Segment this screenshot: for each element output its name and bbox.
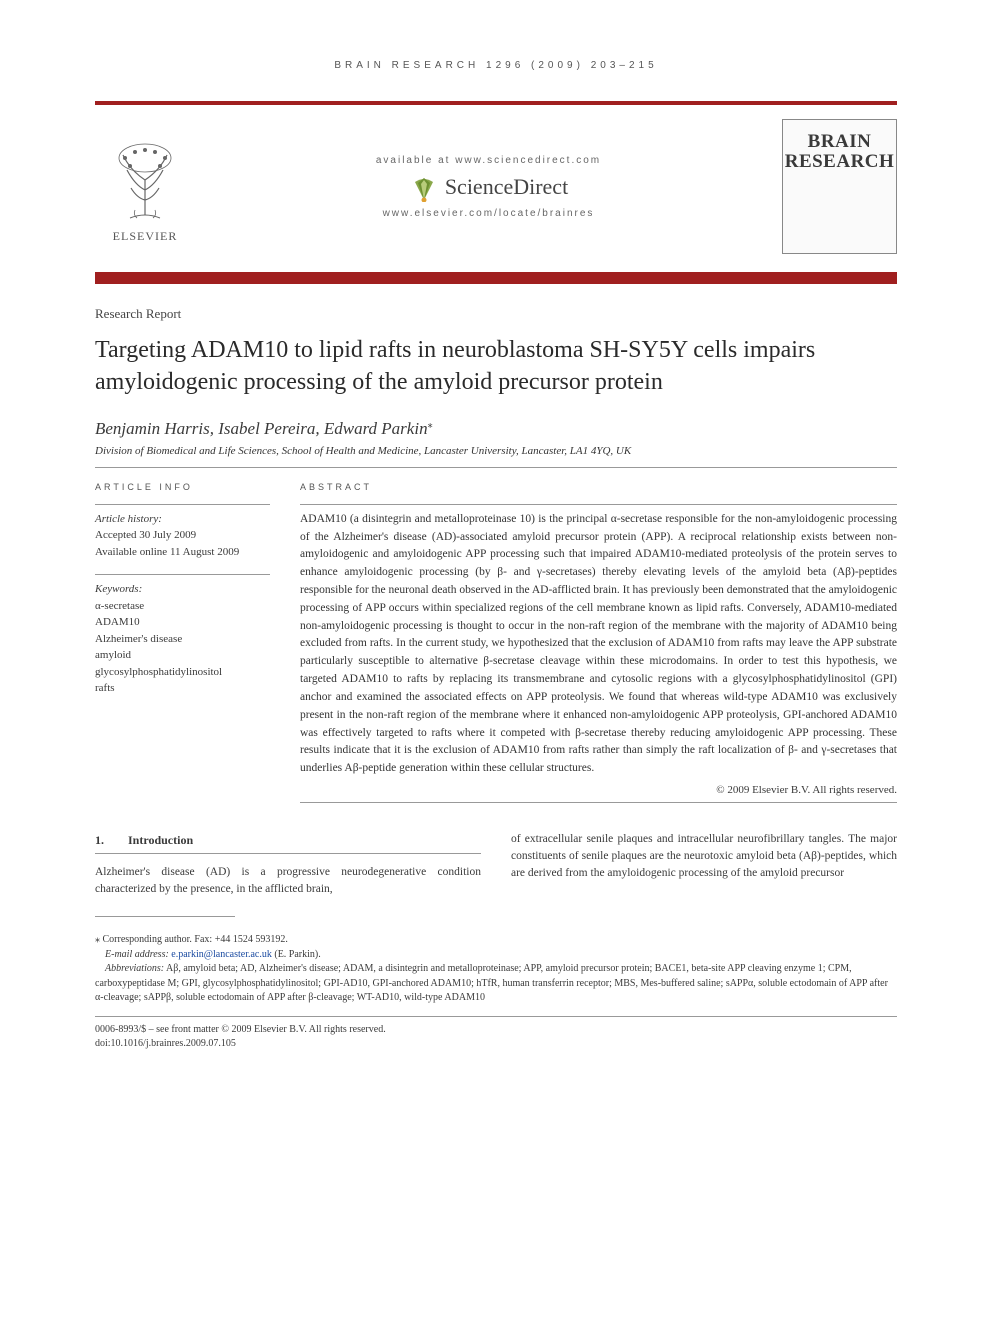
publisher-name: ELSEVIER	[113, 229, 178, 244]
body-column-left: 1. Introduction Alzheimer's disease (AD)…	[95, 831, 481, 899]
abstract-bottom-divider	[300, 802, 897, 803]
running-header: BRAIN RESEARCH 1296 (2009) 203–215	[95, 60, 897, 71]
email-line: E-mail address: e.parkin@lancaster.ac.uk…	[95, 948, 897, 963]
keywords-block: Keywords: α-secretase ADAM10 Alzheimer's…	[95, 581, 270, 697]
keyword: ADAM10	[95, 614, 270, 631]
abbreviations-text: Aβ, amyloid beta; AD, Alzheimer's diseas…	[95, 963, 888, 1003]
footer: 0006-8993/$ – see front matter © 2009 El…	[95, 1016, 897, 1051]
journal-title-line2: RESEARCH	[785, 151, 895, 172]
front-matter: 0006-8993/$ – see front matter © 2009 El…	[95, 1023, 897, 1037]
keyword: α-secretase	[95, 598, 270, 615]
abstract-divider	[300, 504, 897, 505]
article-info-column: ARTICLE INFO Article history: Accepted 3…	[95, 482, 270, 809]
body-column-right: of extracellular senile plaques and intr…	[511, 831, 897, 899]
sciencedirect-logo: ScienceDirect	[409, 172, 568, 202]
article-info-heading: ARTICLE INFO	[95, 482, 270, 492]
abstract-copyright: © 2009 Elsevier B.V. All rights reserved…	[300, 784, 897, 796]
section-heading: 1. Introduction	[95, 831, 481, 854]
red-divider-bar	[95, 272, 897, 284]
history-label: Article history:	[95, 511, 270, 528]
email-who: (E. Parkin).	[274, 949, 320, 960]
info-divider	[95, 574, 270, 575]
article-history: Article history: Accepted 30 July 2009 A…	[95, 511, 270, 561]
divider	[95, 467, 897, 468]
email-link[interactable]: e.parkin@lancaster.ac.uk	[171, 949, 272, 960]
abstract-text: ADAM10 (a disintegrin and metalloprotein…	[300, 511, 897, 778]
available-at: available at www.sciencedirect.com	[376, 155, 601, 166]
body-columns: 1. Introduction Alzheimer's disease (AD)…	[95, 831, 897, 899]
keyword: glycosylphosphatidylinositol	[95, 664, 270, 681]
footnote-divider	[95, 916, 235, 917]
section-title: Introduction	[128, 833, 193, 847]
keyword: rafts	[95, 680, 270, 697]
accepted-date: Accepted 30 July 2009	[95, 527, 270, 544]
corresponding-marker: ⁎	[428, 419, 433, 430]
article-title: Targeting ADAM10 to lipid rafts in neuro…	[95, 334, 897, 399]
corresponding-author: ⁎ Corresponding author. Fax: +44 1524 59…	[95, 933, 897, 948]
abstract-heading: ABSTRACT	[300, 482, 897, 492]
info-abstract-row: ARTICLE INFO Article history: Accepted 3…	[95, 482, 897, 809]
online-date: Available online 11 August 2009	[95, 544, 270, 561]
keyword: Alzheimer's disease	[95, 631, 270, 648]
masthead-center: available at www.sciencedirect.com Scien…	[195, 155, 782, 219]
sciencedirect-name: ScienceDirect	[445, 174, 568, 200]
keywords-label: Keywords:	[95, 581, 270, 598]
masthead-inner: ELSEVIER available at www.sciencedirect.…	[95, 105, 897, 268]
elsevier-tree-icon	[105, 140, 185, 225]
doi: doi:10.1016/j.brainres.2009.07.105	[95, 1037, 897, 1051]
keyword: amyloid	[95, 647, 270, 664]
footnotes: ⁎ Corresponding author. Fax: +44 1524 59…	[95, 933, 897, 1006]
section-number: 1.	[95, 831, 125, 849]
affiliation: Division of Biomedical and Life Sciences…	[95, 445, 897, 457]
journal-url: www.elsevier.com/locate/brainres	[383, 208, 595, 219]
email-label: E-mail address:	[105, 949, 169, 960]
author-names: Benjamin Harris, Isabel Pereira, Edward …	[95, 419, 428, 438]
publisher-logo: ELSEVIER	[95, 129, 195, 244]
body-paragraph: Alzheimer's disease (AD) is a progressiv…	[95, 864, 481, 899]
body-paragraph: of extracellular senile plaques and intr…	[511, 831, 897, 883]
abbreviations-label: Abbreviations:	[105, 963, 164, 974]
journal-cover: BRAIN RESEARCH	[782, 119, 897, 254]
info-divider	[95, 504, 270, 505]
authors: Benjamin Harris, Isabel Pereira, Edward …	[95, 419, 897, 439]
sciencedirect-fan-icon	[409, 172, 439, 202]
abbreviations-line: Abbreviations: Aβ, amyloid beta; AD, Alz…	[95, 962, 897, 1006]
journal-title-line1: BRAIN	[808, 131, 872, 152]
journal-title: BRAIN RESEARCH	[785, 132, 895, 172]
article-type: Research Report	[95, 306, 897, 322]
masthead: ELSEVIER available at www.sciencedirect.…	[95, 101, 897, 268]
abstract-column: ABSTRACT ADAM10 (a disintegrin and metal…	[300, 482, 897, 809]
